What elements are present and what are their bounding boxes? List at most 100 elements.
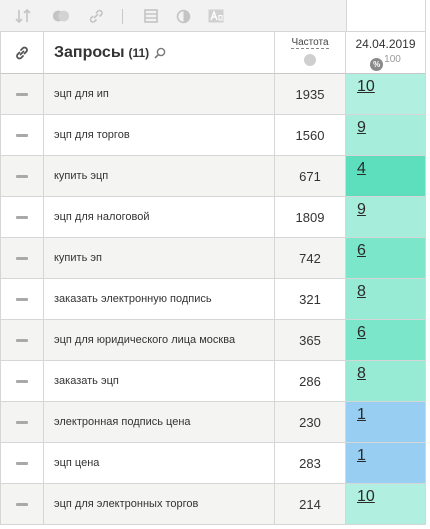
table-row: эцп для ип 1935 10 bbox=[0, 74, 430, 115]
position-cell: 1 bbox=[346, 443, 426, 484]
minus-icon bbox=[16, 461, 28, 465]
date-column-top bbox=[346, 0, 426, 32]
frequency-value: 671 bbox=[275, 156, 346, 197]
toolbar bbox=[0, 0, 346, 32]
minus-icon bbox=[16, 256, 28, 260]
font-icon[interactable] bbox=[207, 8, 225, 24]
frequency-value: 321 bbox=[275, 279, 346, 320]
frequency-value: 365 bbox=[275, 320, 346, 361]
query-text: эцп для электронных торгов bbox=[44, 484, 275, 525]
row-toggle[interactable] bbox=[0, 238, 44, 279]
row-toggle[interactable] bbox=[0, 402, 44, 443]
row-toggle[interactable] bbox=[0, 361, 44, 402]
query-text: эцп для налоговой bbox=[44, 197, 275, 238]
position-cell: 9 bbox=[346, 197, 426, 238]
queries-count: (11) bbox=[128, 45, 150, 60]
table-row: купить эп 742 6 bbox=[0, 238, 430, 279]
frequency-value: 286 bbox=[275, 361, 346, 402]
table-icon[interactable] bbox=[142, 8, 160, 24]
row-toggle[interactable] bbox=[0, 320, 44, 361]
row-toggle[interactable] bbox=[0, 115, 44, 156]
minus-icon bbox=[16, 420, 28, 424]
position-link[interactable]: 4 bbox=[357, 160, 366, 177]
query-text: купить эп bbox=[44, 238, 275, 279]
table-row: эцп для юридического лица москва 365 6 bbox=[0, 320, 430, 361]
chain-link-icon bbox=[16, 46, 28, 59]
position-link[interactable]: 1 bbox=[357, 447, 366, 464]
frequency-value: 283 bbox=[275, 443, 346, 484]
query-text: эцп для ип bbox=[44, 74, 275, 115]
position-link[interactable]: 6 bbox=[357, 242, 366, 259]
frequency-value: 1809 bbox=[275, 197, 346, 238]
position-cell: 6 bbox=[346, 320, 426, 361]
table-row: заказать электронную подпись 321 8 bbox=[0, 279, 430, 320]
row-toggle[interactable] bbox=[0, 74, 44, 115]
table-row: эцп для налоговой 1809 9 bbox=[0, 197, 430, 238]
percent-icon[interactable]: % bbox=[370, 58, 384, 71]
position-cell: 8 bbox=[346, 279, 426, 320]
table-row: эцп для электронных торгов 214 10 bbox=[0, 484, 430, 525]
queries-column-header: Запросы (11) bbox=[44, 32, 275, 74]
minus-icon bbox=[16, 297, 28, 301]
position-cell: 10 bbox=[346, 74, 426, 115]
globe-icon bbox=[304, 54, 316, 66]
minus-icon bbox=[16, 174, 28, 178]
frequency-value: 230 bbox=[275, 402, 346, 443]
row-toggle[interactable] bbox=[0, 197, 44, 238]
query-text: эцп для юридического лица москва bbox=[44, 320, 275, 361]
query-text: эцп цена bbox=[44, 443, 275, 484]
query-text: электронная подпись цена bbox=[44, 402, 275, 443]
date-label: 24.04.2019 bbox=[355, 37, 416, 51]
position-cell: 6 bbox=[346, 238, 426, 279]
frequency-column-header[interactable]: Частота bbox=[275, 32, 346, 74]
contrast-icon[interactable] bbox=[174, 8, 192, 24]
position-link[interactable]: 9 bbox=[357, 201, 366, 218]
table-header: Запросы (11) Частота 24.04.2019 % 100 bbox=[0, 32, 430, 74]
minus-icon bbox=[16, 92, 28, 96]
minus-icon bbox=[16, 502, 28, 506]
row-toggle[interactable] bbox=[0, 443, 44, 484]
row-toggle[interactable] bbox=[0, 156, 44, 197]
row-toggle[interactable] bbox=[0, 484, 44, 525]
percent-max: 100 bbox=[384, 54, 401, 65]
position-link[interactable]: 10 bbox=[357, 78, 375, 95]
minus-icon bbox=[16, 133, 28, 137]
position-link[interactable]: 8 bbox=[357, 283, 366, 300]
table-body: эцп для ип 1935 10 эцп для торгов 1560 9 купит… bbox=[0, 74, 430, 525]
position-cell: 8 bbox=[346, 361, 426, 402]
position-link[interactable]: 6 bbox=[357, 324, 366, 341]
date-column-header: 24.04.2019 % 100 bbox=[346, 32, 426, 74]
table-row: эцп для торгов 1560 9 bbox=[0, 115, 430, 156]
position-cell: 10 bbox=[346, 484, 426, 525]
table-row: электронная подпись цена 230 1 bbox=[0, 402, 430, 443]
query-text: эцп для торгов bbox=[44, 115, 275, 156]
query-text: заказать эцп bbox=[44, 361, 275, 402]
minus-icon bbox=[16, 215, 28, 219]
frequency-value: 742 bbox=[275, 238, 346, 279]
link-icon[interactable] bbox=[87, 8, 105, 24]
query-text: купить эцп bbox=[44, 156, 275, 197]
minus-icon bbox=[16, 379, 28, 383]
position-cell: 1 bbox=[346, 402, 426, 443]
link-column-header[interactable] bbox=[0, 32, 44, 74]
table-row: эцп цена 283 1 bbox=[0, 443, 430, 484]
frequency-value: 1935 bbox=[275, 74, 346, 115]
toolbar-separator bbox=[122, 9, 123, 24]
sort-icon[interactable] bbox=[14, 8, 32, 24]
position-cell: 4 bbox=[346, 156, 426, 197]
frequency-label[interactable]: Частота bbox=[291, 37, 329, 49]
search-icon[interactable] bbox=[154, 47, 166, 59]
minus-icon bbox=[16, 338, 28, 342]
position-link[interactable]: 10 bbox=[357, 488, 375, 505]
position-link[interactable]: 1 bbox=[357, 406, 366, 423]
position-link[interactable]: 9 bbox=[357, 119, 366, 136]
toggle-icon[interactable] bbox=[52, 8, 70, 24]
table-row: купить эцп 671 4 bbox=[0, 156, 430, 197]
query-text: заказать электронную подпись bbox=[44, 279, 275, 320]
row-toggle[interactable] bbox=[0, 279, 44, 320]
frequency-value: 214 bbox=[275, 484, 346, 525]
position-link[interactable]: 8 bbox=[357, 365, 366, 382]
table-row: заказать эцп 286 8 bbox=[0, 361, 430, 402]
position-cell: 9 bbox=[346, 115, 426, 156]
frequency-value: 1560 bbox=[275, 115, 346, 156]
